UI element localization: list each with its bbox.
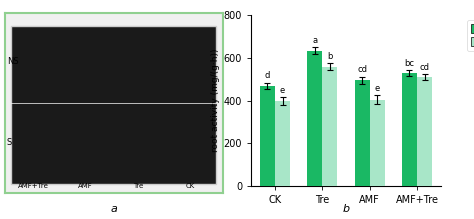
FancyBboxPatch shape	[11, 26, 216, 184]
Text: b: b	[327, 52, 333, 61]
Bar	[260, 86, 275, 186]
Text: a: a	[110, 204, 117, 214]
Text: AMF: AMF	[78, 183, 93, 189]
Text: Tre: Tre	[133, 183, 143, 189]
Text: d: d	[264, 71, 270, 80]
Legend: NS, S: NS, S	[467, 20, 474, 51]
Text: CK: CK	[185, 183, 195, 189]
Y-axis label: root activity (mg/(g·h)): root activity (mg/(g·h))	[210, 49, 219, 152]
Text: e: e	[280, 86, 285, 95]
Text: e: e	[374, 84, 380, 93]
Bar	[402, 73, 417, 186]
Text: NS: NS	[7, 57, 18, 66]
Text: bc: bc	[404, 59, 414, 68]
Text: cd: cd	[357, 65, 367, 74]
Bar	[417, 77, 432, 186]
Bar	[322, 67, 337, 186]
Text: b: b	[342, 204, 350, 214]
Text: a: a	[312, 35, 317, 45]
Text: S: S	[7, 138, 12, 147]
Bar	[370, 100, 385, 186]
Bar	[275, 101, 290, 186]
Bar	[307, 51, 322, 186]
Bar	[355, 80, 370, 186]
Text: AMF+Tre: AMF+Tre	[18, 183, 48, 189]
Text: cd: cd	[419, 63, 429, 72]
